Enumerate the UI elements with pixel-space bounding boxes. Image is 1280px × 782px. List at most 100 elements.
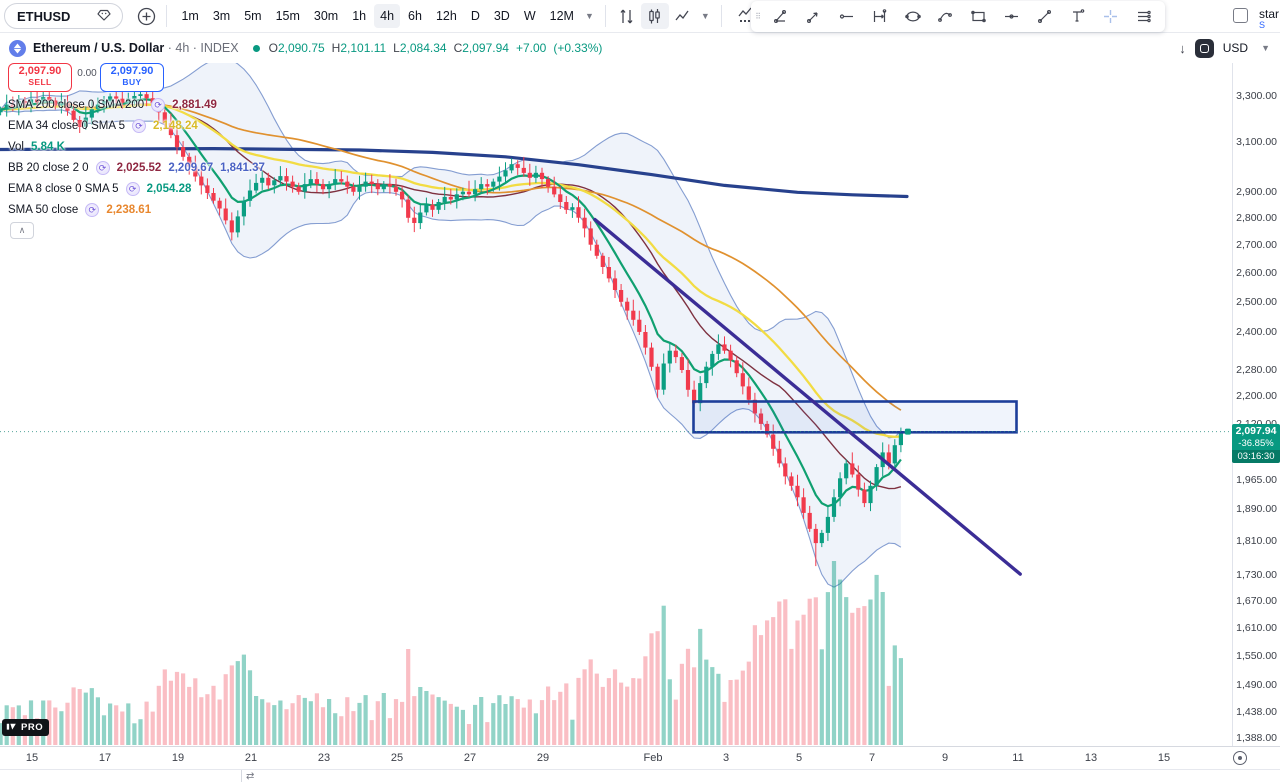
- price-tick-label: 2,400.00: [1236, 326, 1277, 338]
- star-checkbox[interactable]: [1233, 8, 1248, 23]
- timeframe-button-W[interactable]: W: [523, 9, 536, 23]
- crosshair-icon[interactable]: [1095, 3, 1126, 31]
- price-tick-label: 2,700.00: [1236, 239, 1277, 251]
- last-price-marker: [904, 428, 911, 435]
- horizontal-line-icon[interactable]: [996, 3, 1027, 31]
- symbol-interval[interactable]: 4h: [175, 41, 190, 55]
- legend-row: SMA 200 close 0 SMA 200 ⟳ 2,881.49: [8, 94, 265, 115]
- palette-grip-handle[interactable]: ⠿: [755, 12, 761, 21]
- parallel-lines-icon[interactable]: [1128, 3, 1159, 31]
- time-tick-label: 11: [1012, 752, 1024, 764]
- indicator-legend: SMA 200 close 0 SMA 200 ⟳ 2,881.49 EMA 34 c…: [8, 94, 265, 220]
- rectangle-tool-icon[interactable]: [963, 3, 994, 31]
- symbol-ticker: ETHUSD: [17, 8, 71, 24]
- price-tick-label: 2,900.00: [1236, 186, 1277, 198]
- timeframe-button-15m[interactable]: 15m: [275, 9, 300, 23]
- timeframe-button-4h[interactable]: 4h: [374, 4, 401, 28]
- sync-icon[interactable]: ⟳: [125, 181, 140, 196]
- chart-canvas[interactable]: [0, 0, 1232, 746]
- axis-settings-icon[interactable]: [1233, 751, 1247, 765]
- sma200-line: [0, 147, 909, 199]
- snapshot-icon[interactable]: [1194, 38, 1214, 58]
- sync-icon[interactable]: ⟳: [131, 118, 146, 133]
- legend-value: 5.84 K: [31, 140, 65, 153]
- timeframe-button-12h[interactable]: 12h: [435, 9, 457, 23]
- sync-icon[interactable]: ⟳: [151, 97, 166, 112]
- ethereum-logo-icon: [9, 39, 26, 57]
- price-tick-label: 2,280.00: [1236, 364, 1277, 376]
- legend-label[interactable]: EMA 8 close 0 SMA 5: [8, 182, 119, 195]
- pro-label: PRO: [21, 722, 44, 733]
- timeframe-button-1m[interactable]: 1m: [181, 9, 199, 23]
- line-style-icon[interactable]: [669, 3, 697, 29]
- price-tick-label: 1,965.00: [1236, 474, 1277, 486]
- ellipse-tool-icon[interactable]: [897, 3, 928, 31]
- market-status-dot[interactable]: [252, 44, 260, 52]
- timeframe-button-1h[interactable]: 1h: [352, 9, 367, 23]
- timeframe-button-5m[interactable]: 5m: [244, 9, 262, 23]
- timeframe-button-3m[interactable]: 3m: [212, 9, 231, 23]
- legend-collapse-button[interactable]: ∧: [10, 222, 34, 239]
- spread-value: 0.00: [74, 68, 100, 79]
- price-tick-label: 1,810.00: [1236, 535, 1277, 547]
- bollinger-lower-line: [0, 109, 902, 588]
- price-tick-label: 3,100.00: [1236, 136, 1277, 148]
- timeframes-chevron-icon[interactable]: ▼: [584, 11, 594, 21]
- arrow-down-icon[interactable]: ↓: [1179, 40, 1186, 56]
- text-tool-icon[interactable]: [1062, 3, 1093, 31]
- curve-tool-icon[interactable]: [930, 3, 961, 31]
- sync-icon[interactable]: ⟳: [85, 202, 100, 217]
- time-tick-label: 3: [722, 752, 730, 764]
- tradingview-pro-badge[interactable]: PRO: [2, 719, 50, 737]
- timeframe-bar: 1m 3m 5m 15m 30m 1h 4h 6h 12h D 3D W 12M: [174, 4, 581, 28]
- legend-label[interactable]: SMA 50 close: [8, 203, 79, 216]
- compare-add-icon[interactable]: [133, 3, 159, 29]
- main-toolbar: ETHUSD 1m 3m 5m 15m 30m 1h 4h 6h 12h D 3D W 12M ▼: [0, 0, 1280, 33]
- trend-line-icon[interactable]: [1029, 3, 1060, 31]
- sell-button[interactable]: 2,097.90 SELL: [8, 63, 72, 92]
- price-tick-label: 1,388.00: [1236, 732, 1277, 744]
- time-tick-label: 21: [244, 752, 258, 764]
- scroll-handle-icon[interactable]: ⇄: [246, 771, 255, 782]
- style-chevron-icon[interactable]: ▼: [700, 11, 710, 21]
- buy-button[interactable]: 2,097.90 BUY: [100, 63, 164, 92]
- trend-angle-icon[interactable]: [765, 3, 796, 31]
- legend-label[interactable]: EMA 34 close 0 SMA 5: [8, 119, 125, 132]
- legend-value: 2,148.24: [152, 119, 198, 132]
- arrow-tool-icon[interactable]: [798, 3, 829, 31]
- bottom-divider: [241, 770, 242, 782]
- toolbar-separator: [720, 5, 722, 27]
- bar-style-icon[interactable]: [613, 3, 641, 29]
- timeframe-button-30m[interactable]: 30m: [313, 9, 339, 23]
- sync-icon[interactable]: ⟳: [95, 160, 110, 175]
- currency-chevron-icon[interactable]: ▼: [1261, 43, 1270, 53]
- symbol-search-button[interactable]: ETHUSD: [4, 3, 124, 29]
- legend-label[interactable]: BB 20 close 2 0: [8, 161, 89, 174]
- timeframe-button-6h[interactable]: 6h: [408, 9, 422, 23]
- symbol-name[interactable]: Ethereum / U.S. Dollar: [33, 41, 165, 55]
- candles-style-icon[interactable]: [640, 3, 669, 29]
- timeframe-button-3D[interactable]: 3D: [493, 9, 510, 23]
- time-tick-label: 17: [98, 752, 112, 764]
- price-tick-label: 3,300.00: [1236, 90, 1277, 102]
- currency-label[interactable]: USD: [1222, 41, 1249, 55]
- tradingview-logo-icon: [6, 719, 17, 737]
- supply-zone-rectangle: [692, 400, 1018, 434]
- time-tick-label: 13: [1084, 752, 1098, 764]
- bar-countdown: 03:16:30: [1232, 450, 1280, 463]
- legend-value: 2,209.67: [168, 161, 214, 174]
- price-axis[interactable]: 3,300.00 3,100.00 2,900.00 2,800.00 2,700.00…: [1232, 0, 1280, 746]
- bottom-strip: ⇄: [0, 770, 1280, 782]
- date-range-icon[interactable]: [864, 3, 895, 31]
- timeframe-button-12M[interactable]: 12M: [549, 9, 574, 23]
- toolbar-separator: [166, 5, 168, 27]
- bollinger-fill: [0, 59, 901, 588]
- legend-label[interactable]: Vol: [8, 140, 24, 153]
- horizontal-ray-icon[interactable]: [831, 3, 862, 31]
- timeframe-button-D[interactable]: D: [470, 9, 480, 23]
- legend-label[interactable]: SMA 200 close 0 SMA 200: [8, 98, 145, 111]
- star-sub-link[interactable]: S: [1259, 20, 1266, 30]
- time-axis[interactable]: 15 17 19 21 23 25 27 29 Feb 3 5 7 9 11 13 15: [0, 746, 1280, 770]
- price-tick-label: 1,890.00: [1236, 503, 1277, 515]
